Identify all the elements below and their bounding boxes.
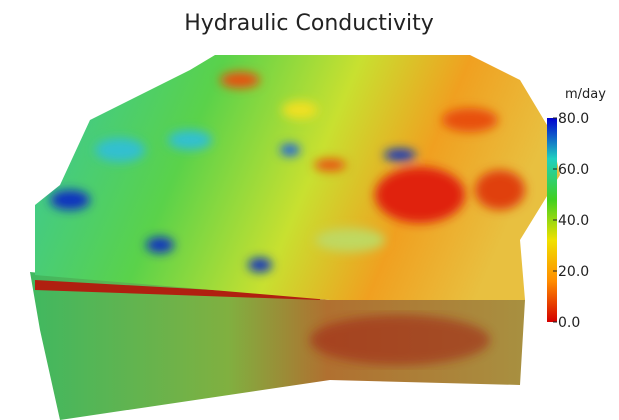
tick-label: 60.0: [558, 162, 589, 178]
front-shade: [310, 315, 490, 365]
tick-label: 0.0: [558, 315, 580, 331]
chart-title: Hydraulic Conductivity: [184, 11, 434, 36]
model-block: [30, 55, 560, 420]
tick-label: 40.0: [558, 213, 589, 229]
tick-label: 80.0: [558, 111, 589, 127]
colorbar: m/day 0.0 20.0 40.0 60.0 80.0: [547, 87, 606, 331]
colorbar-label: m/day: [565, 87, 606, 102]
visualization: Hydraulic Conductivity m/day 0.0 20.0 40.0…: [0, 0, 619, 420]
tick-label: 20.0: [558, 264, 589, 280]
